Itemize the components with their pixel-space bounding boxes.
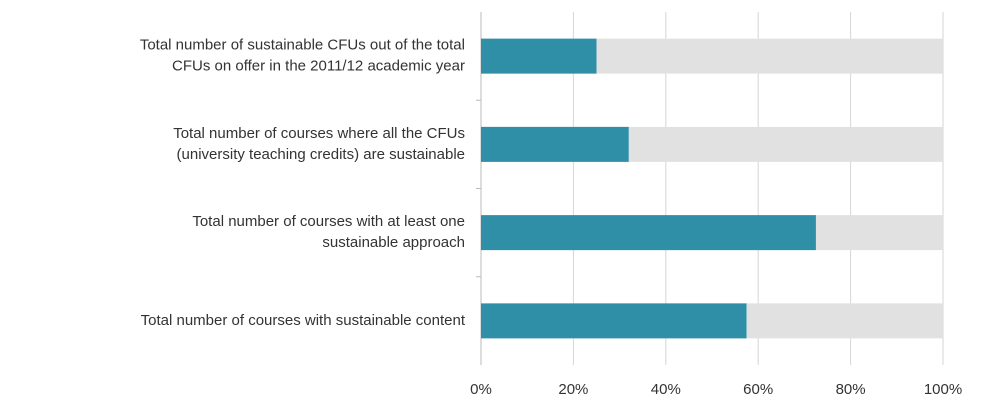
bar-segment (481, 303, 747, 339)
category-label: Total number of courses with sustainable… (141, 312, 466, 329)
x-tick-label: 20% (558, 381, 588, 398)
bar-segment (746, 303, 943, 339)
bar-segment (628, 126, 943, 162)
bar-segment (596, 38, 943, 74)
bar-segment (481, 38, 597, 74)
category-label: Total number of courses with at least on… (192, 213, 465, 251)
x-tick-label: 60% (743, 381, 773, 398)
bar-segment (481, 215, 816, 251)
x-tick-label: 40% (651, 381, 681, 398)
category-label: Total number of sustainable CFUs out of … (140, 37, 465, 75)
category-label: Total number of courses where all the CF… (173, 125, 465, 163)
x-tick-label: 80% (836, 381, 866, 398)
x-tick-label: 100% (924, 381, 962, 398)
x-tick-label: 0% (470, 381, 492, 398)
bar-segment (481, 126, 629, 162)
bar-segment (815, 215, 943, 251)
